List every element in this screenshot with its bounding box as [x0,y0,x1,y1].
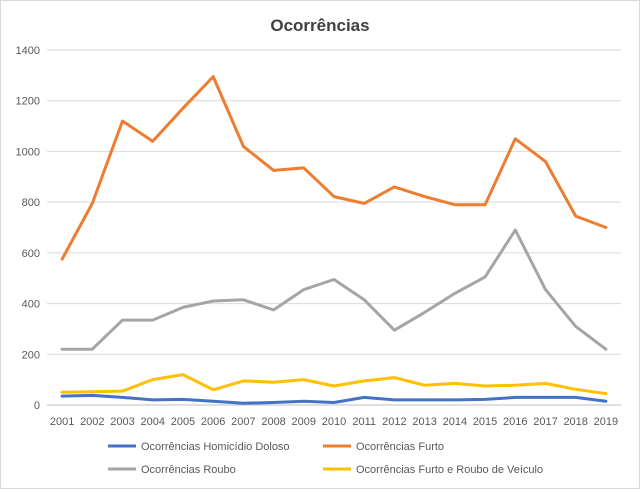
legend-item: Ocorrências Homicídio Doloso [108,441,290,453]
legend-item: Ocorrências Furto e Roubo de Veículo [323,464,543,476]
legend-label: Ocorrências Furto [356,441,444,453]
x-axis-ticks: 2001 2002 2003 2004 2005 2006 2007 2008 2009 2010… [50,416,618,428]
series-line-2 [60,75,608,261]
legend-label: Ocorrências Roubo [141,464,236,476]
x-tick-label: 2010 [322,416,346,428]
legend: Ocorrências Homicídio Doloso Ocorrências … [108,441,543,476]
x-tick-label: 2007 [231,416,255,428]
x-tick-label: 2012 [382,416,406,428]
x-tick-label: 2014 [443,416,467,428]
y-axis-ticks: 0 200 400 600 800 1000 1200 1400 [16,45,40,412]
x-tick-label: 2002 [80,416,104,428]
x-tick-label: 2004 [140,416,164,428]
y-tick-label: 1000 [16,146,40,158]
y-tick-label: 1200 [16,96,40,108]
series-line-3 [60,228,608,351]
x-tick-label: 2018 [563,416,587,428]
x-tick-label: 2005 [171,416,195,428]
legend-item: Ocorrências Furto [323,441,444,453]
y-tick-label: 800 [22,197,40,209]
x-tick-label: 2019 [594,416,618,428]
series-line-1 [60,393,608,405]
x-tick-label: 2011 [352,416,376,428]
y-tick-label: 1400 [16,45,40,57]
x-tick-label: 2009 [292,416,316,428]
x-tick-label: 2006 [201,416,225,428]
legend-item: Ocorrências Roubo [108,464,236,476]
y-tick-label: 600 [22,248,40,260]
y-tick-label: 400 [22,299,40,311]
x-tick-label: 2001 [50,416,74,428]
legend-label: Ocorrências Furto e Roubo de Veículo [356,464,543,476]
x-tick-label: 2016 [503,416,527,428]
x-tick-label: 2017 [533,416,557,428]
chart-title: Ocorrências [270,16,369,35]
series-lines [60,75,608,405]
gridlines [47,49,621,406]
x-tick-label: 2008 [261,416,285,428]
x-tick-label: 2015 [473,416,497,428]
x-tick-label: 2003 [110,416,134,428]
x-tick-label: 2013 [412,416,436,428]
legend-label: Ocorrências Homicídio Doloso [141,441,290,453]
y-tick-label: 0 [34,400,40,412]
series-line-4 [60,373,608,396]
y-tick-label: 200 [22,349,40,361]
